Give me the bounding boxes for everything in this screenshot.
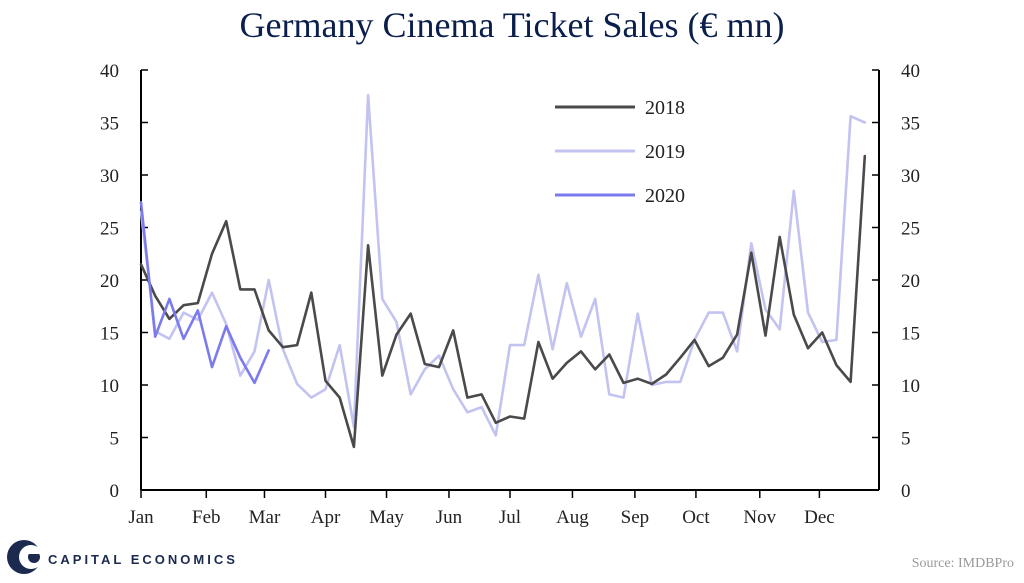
brand-logo: CAPITAL ECONOMICS [4,535,238,579]
source-note: Source: IMDBPro [911,556,1014,571]
left-y-tick-label: 10 [100,376,119,397]
capital-economics-logo-icon [7,540,44,574]
x-tick-label: Nov [743,507,776,528]
right-y-tick-label: 10 [901,376,920,397]
x-tick-label: Apr [311,507,341,528]
chart-title: Germany Cinema Ticket Sales (€ mn) [239,5,785,45]
right-y-tick-label: 20 [901,271,920,292]
right-y-tick-label: 35 [901,114,920,135]
x-tick-label: Feb [192,507,221,528]
series-line-2018 [139,154,867,449]
x-tick-label: Mar [249,507,281,528]
left-y-tick-label: 5 [110,429,120,450]
x-tick-label: Jul [499,507,521,528]
right-y-ticks: 0 5 10 15 20 25 30 35 40 [872,61,920,502]
series-line-2020 [139,201,271,385]
x-ticks: Jan Feb Mar Apr May Jun Jul Aug Sep Oct Nov Dec [128,490,835,528]
x-tick-label: Sep [621,507,650,528]
left-y-tick-label: 15 [100,324,119,345]
right-y-tick-label: 30 [901,166,920,187]
legend-label-2019: 2019 [645,141,685,163]
x-tick-label: May [369,507,404,528]
brand-name: CAPITAL ECONOMICS [48,551,238,567]
right-y-tick-label: 15 [901,324,920,345]
x-tick-label: Oct [682,507,710,528]
series-lines [139,93,867,449]
legend: 2018 2019 2020 [555,97,685,207]
left-y-tick-label: 30 [100,166,119,187]
x-tick-label: Jan [128,507,154,528]
left-y-tick-label: 0 [110,481,120,502]
left-y-tick-label: 40 [100,61,119,82]
left-y-tick-label: 20 [100,271,119,292]
axes [140,70,880,491]
right-y-tick-label: 25 [901,219,920,240]
right-y-tick-label: 0 [901,481,911,502]
left-y-tick-label: 25 [100,219,119,240]
right-y-tick-label: 40 [901,61,920,82]
right-y-tick-label: 5 [901,429,911,450]
series-line-2019 [139,93,867,437]
x-tick-label: Aug [556,507,589,528]
legend-label-2018: 2018 [645,97,685,119]
x-tick-label: Dec [804,507,835,528]
legend-label-2020: 2020 [645,185,685,207]
left-y-ticks: 0 5 10 15 20 25 30 35 40 [100,61,148,502]
left-y-tick-label: 35 [100,114,119,135]
x-tick-label: Jun [436,507,463,528]
